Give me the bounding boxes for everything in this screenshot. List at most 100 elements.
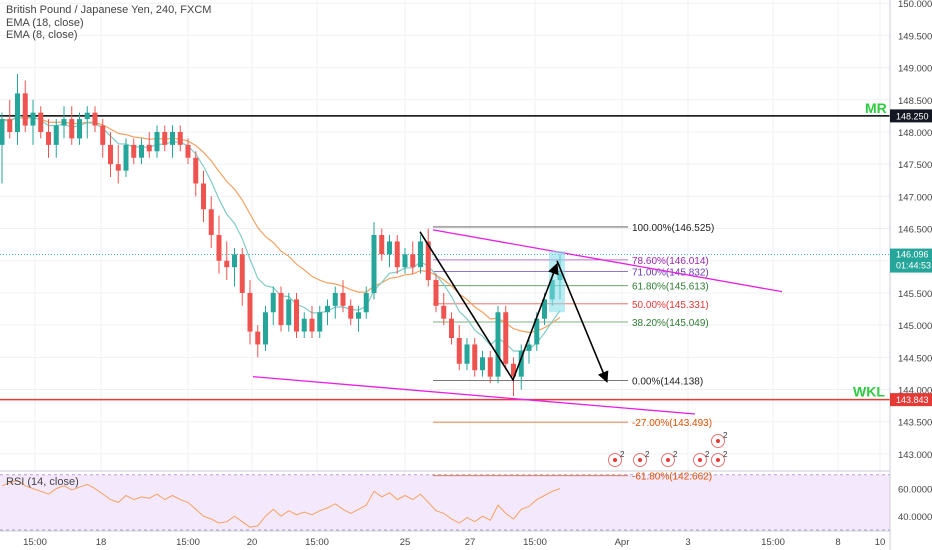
- candle-body: [239, 254, 245, 293]
- candle-body: [456, 338, 462, 364]
- price-tick: 144.500: [898, 353, 932, 364]
- ema8-legend[interactable]: EMA (8, close): [6, 29, 78, 41]
- candle: [301, 312, 307, 339]
- time-tick: 15:00: [176, 537, 200, 548]
- event-badge-count: 2: [620, 450, 625, 459]
- time-tick: 15:00: [523, 537, 547, 548]
- drawings: [252, 229, 783, 415]
- fib-label: 38.20%(145.049): [632, 318, 709, 329]
- price-tick: 145.500: [898, 289, 932, 300]
- wkl-price-box: [890, 393, 932, 407]
- candle: [77, 112, 82, 145]
- rsi-line: [1, 479, 561, 528]
- candle-body: [201, 183, 206, 210]
- candle: [526, 338, 532, 364]
- candle: [348, 299, 354, 326]
- candle-body: [139, 144, 144, 158]
- candle-body: [247, 292, 253, 332]
- candle-body: [208, 209, 214, 235]
- candle: [22, 80, 28, 132]
- candle-body: [449, 318, 454, 339]
- event-badge-dot: [666, 458, 670, 462]
- ema18-legend[interactable]: EMA (18, close): [6, 17, 84, 29]
- candle-body: [115, 164, 121, 171]
- fib-label: -27.00%(143.493): [632, 418, 712, 429]
- candle-body: [495, 312, 501, 377]
- candle: [131, 138, 137, 165]
- candle: [30, 99, 36, 145]
- candle: [340, 280, 346, 313]
- candle-body: [472, 344, 478, 371]
- candle: [387, 235, 392, 268]
- event-badge-dot: [613, 458, 617, 462]
- candle-body: [332, 292, 338, 306]
- channel-upper: [432, 229, 783, 293]
- candle-body: [480, 357, 485, 371]
- candle-body: [162, 131, 168, 145]
- fib-label: 100.00%(146.525): [632, 223, 714, 234]
- candle: [363, 286, 369, 319]
- candle-body: [294, 299, 299, 332]
- candle-body: [185, 144, 191, 158]
- candle-body: [425, 241, 431, 281]
- projection-arrow: [556, 260, 609, 383]
- rsi-tick: 60.0000: [898, 485, 932, 496]
- candle-body: [224, 260, 230, 268]
- time-tick: 8: [835, 537, 840, 548]
- candle-body: [38, 112, 44, 132]
- candle: [239, 247, 245, 306]
- candle: [100, 119, 106, 158]
- candle-body: [433, 280, 439, 306]
- candle: [38, 106, 44, 139]
- candles: [0, 74, 563, 396]
- channel-lower: [252, 375, 696, 415]
- event-badge-dot: [638, 458, 642, 462]
- time-tick: 15:00: [23, 537, 47, 548]
- candle: [394, 235, 400, 274]
- fib-label: 61.80%(145.613): [632, 282, 709, 293]
- candle: [193, 151, 199, 197]
- time-tick: 20: [247, 537, 258, 548]
- time-tick: 10: [875, 537, 886, 548]
- candle: [154, 125, 160, 158]
- mr-price-box: [890, 109, 932, 123]
- fib-label: 50.00%(145.331): [632, 300, 709, 311]
- candle: [286, 292, 292, 332]
- candle-body: [30, 112, 36, 126]
- fib-label: 78.60%(146.014): [632, 256, 709, 267]
- candle: [425, 228, 431, 287]
- candle-body: [77, 119, 82, 139]
- candle-body: [503, 312, 509, 364]
- rsi-tick: 40.0000: [898, 512, 932, 523]
- candle-body: [441, 305, 447, 319]
- candle: [317, 305, 323, 339]
- candle: [146, 131, 152, 158]
- candle-body: [100, 125, 106, 145]
- candle: [162, 125, 168, 152]
- candle-body: [526, 344, 532, 351]
- mr-price-text: 148.250: [896, 111, 929, 121]
- candle-body: [301, 318, 307, 332]
- candle-body: [84, 112, 90, 120]
- candle: [232, 247, 237, 287]
- fibonacci-levels: 100.00%(146.525) 78.60%(146.014)71.00%(14…: [433, 223, 714, 483]
- candle: [503, 305, 509, 371]
- candle-body: [232, 254, 237, 268]
- candle-body: [177, 131, 183, 145]
- time-tick: 18: [96, 537, 107, 548]
- candle: [480, 350, 485, 377]
- event-badge-count: 2: [723, 431, 728, 440]
- candle: [185, 138, 191, 165]
- rsi-legend[interactable]: RSI (14, close): [6, 476, 79, 488]
- candle: [379, 228, 385, 261]
- event-badge: 2: [608, 450, 625, 467]
- candle-body: [518, 350, 524, 377]
- chart-grid: [0, 0, 890, 530]
- price-tick: 146.500: [898, 225, 932, 236]
- candle: [201, 170, 206, 223]
- candle-body: [410, 254, 416, 268]
- chart-title: British Pound / Japanese Yen, 240, FXCM: [6, 4, 212, 16]
- horizontal-levels: MR WKL: [0, 100, 890, 401]
- price-tick: 148.500: [898, 96, 932, 107]
